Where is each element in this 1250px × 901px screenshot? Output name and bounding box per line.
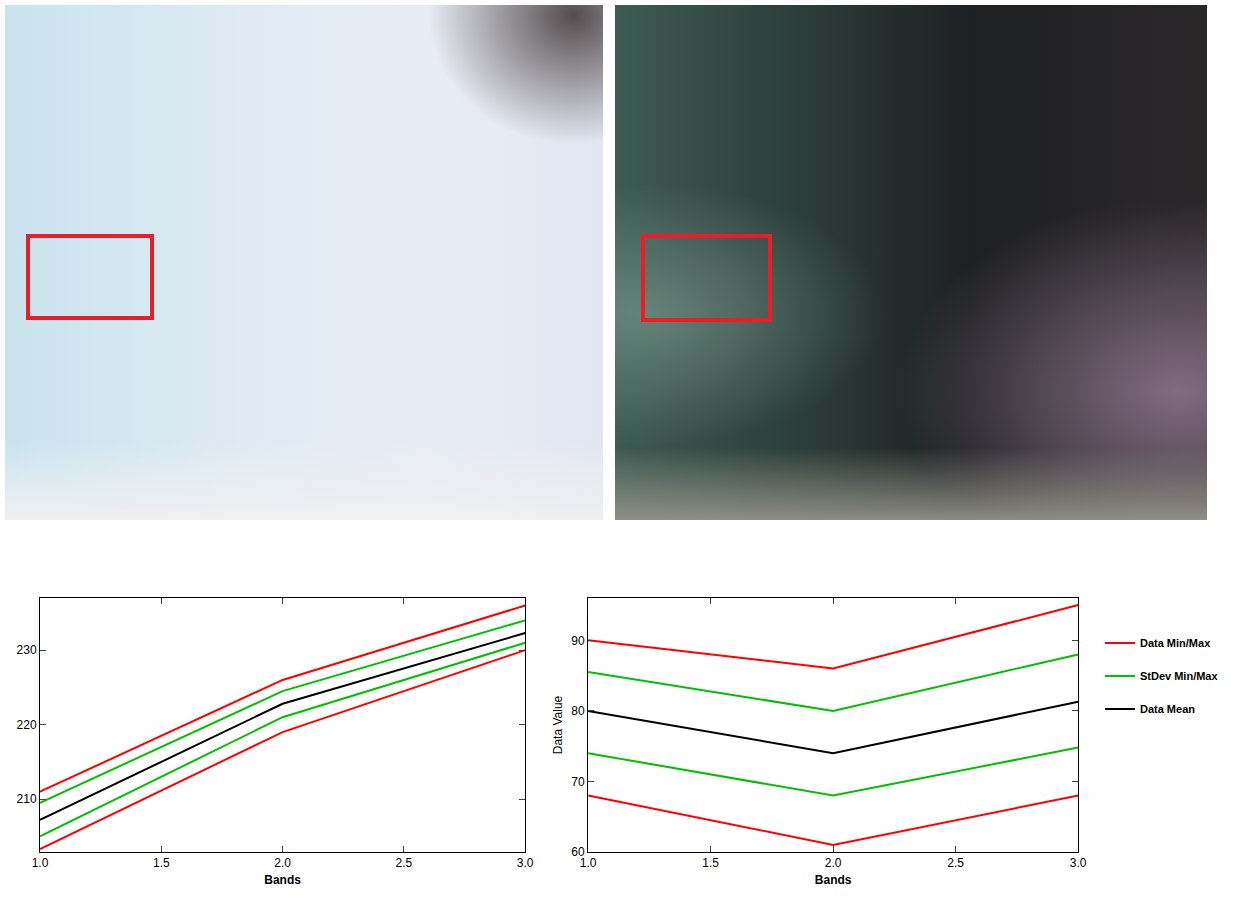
svg-text:3.0: 3.0 (1070, 856, 1087, 870)
svg-text:90: 90 (571, 634, 585, 648)
svg-text:60: 60 (571, 845, 585, 859)
svg-text:210: 210 (17, 792, 37, 806)
svg-text:2.5: 2.5 (396, 856, 413, 870)
svg-text:Data Value: Data Value (551, 695, 565, 754)
svg-text:220: 220 (17, 718, 37, 732)
svg-text:StDev Min/Max: StDev Min/Max (1140, 670, 1219, 682)
svg-text:3.0: 3.0 (517, 856, 534, 870)
svg-text:Data Min/Max: Data Min/Max (1140, 637, 1211, 649)
svg-text:1.5: 1.5 (153, 856, 170, 870)
svg-text:70: 70 (571, 775, 585, 789)
svg-text:80: 80 (571, 704, 585, 718)
svg-text:2.5: 2.5 (947, 856, 964, 870)
svg-text:1.0: 1.0 (32, 856, 49, 870)
svg-text:Data Mean: Data Mean (1140, 703, 1195, 715)
svg-text:230: 230 (17, 643, 37, 657)
svg-text:Bands: Bands (815, 873, 852, 887)
svg-text:1.5: 1.5 (702, 856, 719, 870)
svg-text:2.0: 2.0 (274, 856, 291, 870)
svg-text:Bands: Bands (264, 873, 301, 887)
svg-text:1.0: 1.0 (580, 856, 597, 870)
svg-text:2.0: 2.0 (825, 856, 842, 870)
